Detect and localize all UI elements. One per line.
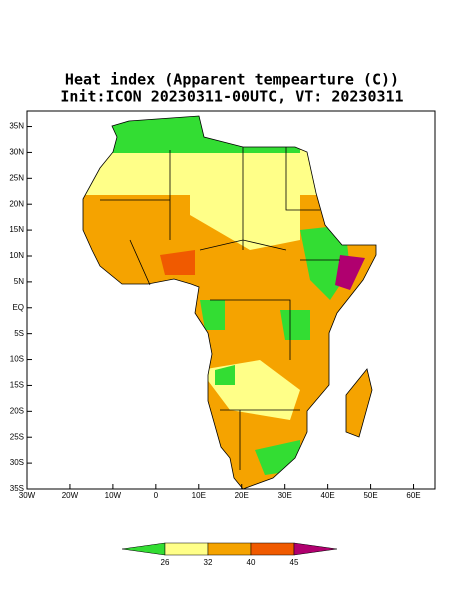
y-tick-label: 5S [14,329,24,338]
y-tick-label: 20N [9,199,24,208]
colorbar-segment [164,542,209,556]
colorbar-segment [207,542,252,556]
y-tick-label: 25S [10,432,24,441]
x-tick-label: 20E [235,491,249,500]
y-tick-label: 15N [9,225,24,234]
region [200,300,225,330]
colorbar-label: 45 [290,558,299,567]
title: Heat index (Apparent tempearture (C)) [65,71,399,89]
y-tick-label: 30S [10,458,24,467]
x-tick-label: 20W [62,491,79,500]
colorbar-label: 26 [161,558,170,567]
y-tick-label: 35N [9,122,24,131]
colorbar-segment [250,542,295,556]
x-tick-label: 30W [19,491,36,500]
x-tick-label: 10W [105,491,122,500]
x-tick-label: 60E [406,491,420,500]
y-tick-label: 35S [10,484,24,493]
colorbar-label: 32 [204,558,213,567]
subtitle: Init:ICON 20230311-00UTC, VT: 20230311 [60,88,403,106]
y-tick-label: 25N [9,173,24,182]
y-tick-label: 30N [9,148,24,157]
colorbar-label: 40 [247,558,256,567]
borders [82,115,377,490]
y-tick-label: 15S [10,381,24,390]
map-frame [26,110,436,490]
region [335,255,365,290]
x-tick-label: 0 [154,491,159,500]
x-tick-label: 40E [321,491,335,500]
region [160,250,195,275]
region [215,365,235,385]
colorbar-segment [293,542,338,556]
x-tick-label: 10E [192,491,206,500]
region [280,310,310,340]
x-tick-label: 30E [278,491,292,500]
y-tick-label: 10N [9,251,24,260]
y-tick-label: EQ [12,303,24,312]
colorbar-segment [121,542,166,556]
x-tick-label: 50E [363,491,377,500]
y-tick-label: 10S [10,355,24,364]
y-tick-label: 5N [14,277,24,286]
region [190,190,300,250]
y-tick-label: 20S [10,406,24,415]
region [83,150,376,195]
